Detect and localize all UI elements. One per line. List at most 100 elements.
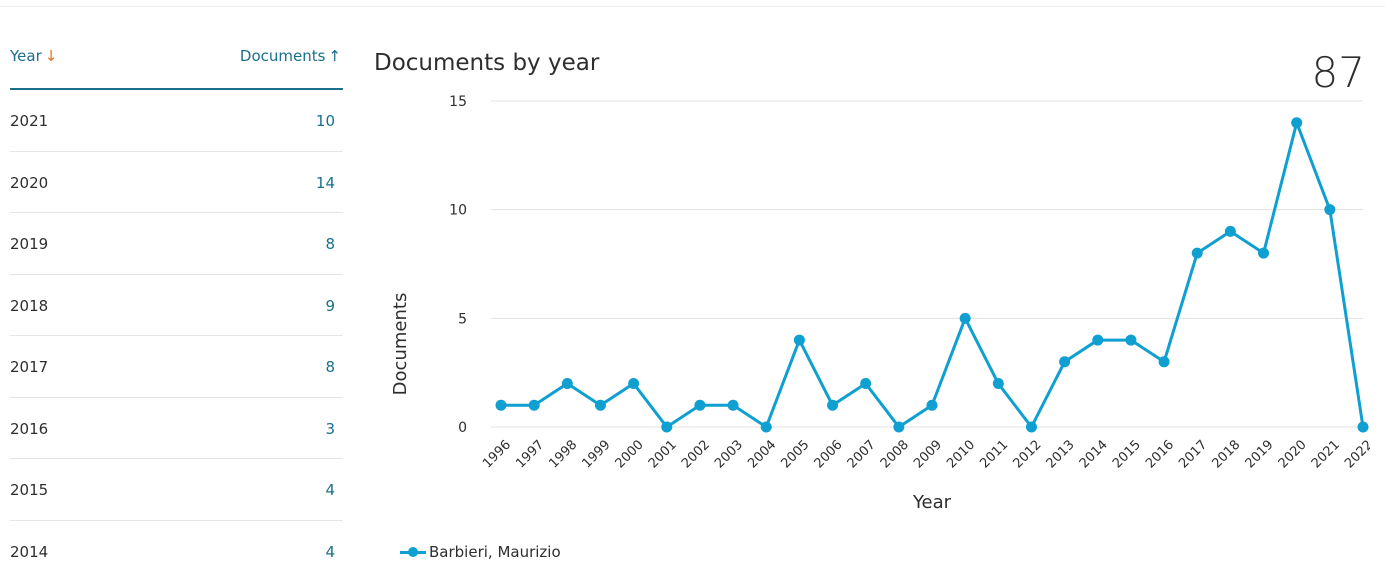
y-axis-label: Documents bbox=[390, 293, 411, 396]
table-row: 2020 14 bbox=[10, 152, 343, 214]
year-cell: 2017 bbox=[10, 358, 48, 376]
data-point[interactable] bbox=[1258, 248, 1269, 259]
data-point[interactable] bbox=[1059, 356, 1070, 367]
data-point[interactable] bbox=[728, 400, 739, 411]
x-tick-label: 2004 bbox=[745, 437, 779, 471]
data-point[interactable] bbox=[794, 335, 805, 346]
x-tick-label: 1997 bbox=[513, 437, 547, 471]
x-tick-label: 2021 bbox=[1309, 437, 1343, 471]
data-point[interactable] bbox=[661, 422, 672, 433]
data-point[interactable] bbox=[496, 400, 507, 411]
data-point[interactable] bbox=[761, 422, 772, 433]
x-tick-label: 1996 bbox=[480, 437, 514, 471]
data-point[interactable] bbox=[827, 400, 838, 411]
documents-count-link[interactable]: 8 bbox=[325, 235, 335, 253]
x-axis-label: Year bbox=[912, 492, 952, 513]
x-tick-label: 2001 bbox=[646, 437, 680, 471]
arrow-down-icon: ↓ bbox=[45, 47, 58, 65]
data-point[interactable] bbox=[694, 400, 705, 411]
table-body: 2021 10 2020 14 2019 8 2018 9 2017 8 201… bbox=[10, 90, 343, 582]
year-cell: 2019 bbox=[10, 235, 48, 253]
y-tick-label: 15 bbox=[449, 94, 467, 110]
documents-header-label: Documents bbox=[240, 47, 326, 65]
table-row: 2021 10 bbox=[10, 90, 343, 152]
year-column-header[interactable]: Year↓ bbox=[10, 47, 57, 65]
data-point[interactable] bbox=[1291, 117, 1302, 128]
series-points-layer bbox=[496, 117, 1369, 432]
documents-count-link[interactable]: 14 bbox=[316, 174, 335, 192]
documents-count-link[interactable]: 3 bbox=[325, 420, 335, 438]
data-point[interactable] bbox=[628, 378, 639, 389]
data-point[interactable] bbox=[562, 378, 573, 389]
year-header-label: Year bbox=[10, 47, 42, 65]
documents-count-link[interactable]: 4 bbox=[325, 543, 335, 561]
data-point[interactable] bbox=[1358, 422, 1369, 433]
year-cell: 2020 bbox=[10, 174, 48, 192]
y-tick-label: 10 bbox=[449, 203, 467, 219]
chart-title: Documents by year bbox=[374, 50, 599, 76]
legend-series-label: Barbieri, Maurizio bbox=[429, 543, 561, 561]
x-tick-label: 2002 bbox=[679, 437, 713, 471]
documents-count-link[interactable]: 8 bbox=[325, 358, 335, 376]
y-tick-label: 0 bbox=[458, 420, 467, 436]
x-tick-label: 2011 bbox=[977, 437, 1011, 471]
table-row: 2014 4 bbox=[10, 521, 343, 582]
data-point[interactable] bbox=[1225, 226, 1236, 237]
x-tick-label: 2007 bbox=[845, 437, 879, 471]
year-cell: 2014 bbox=[10, 543, 48, 561]
x-tick-label: 2010 bbox=[944, 437, 978, 471]
x-tick-label: 2018 bbox=[1209, 437, 1243, 471]
x-tick-label: 2009 bbox=[911, 437, 945, 471]
data-point[interactable] bbox=[893, 422, 904, 433]
data-point[interactable] bbox=[595, 400, 606, 411]
table-row: 2017 8 bbox=[10, 336, 343, 398]
x-tick-label: 2005 bbox=[778, 437, 812, 471]
x-tick-label: 2022 bbox=[1342, 437, 1370, 471]
grid-layer bbox=[491, 101, 1363, 427]
data-point[interactable] bbox=[860, 378, 871, 389]
table-header: Year↓ Documents↑ bbox=[10, 38, 343, 90]
x-tick-label: 1999 bbox=[580, 437, 614, 471]
table-row: 2015 4 bbox=[10, 459, 343, 521]
x-tick-label: 2015 bbox=[1110, 437, 1144, 471]
data-point[interactable] bbox=[1125, 335, 1136, 346]
x-tick-label: 2020 bbox=[1276, 437, 1310, 471]
x-tick-label: 1998 bbox=[546, 437, 580, 471]
table-row: 2019 8 bbox=[10, 213, 343, 275]
x-tick-label: 2013 bbox=[1044, 437, 1078, 471]
year-cell: 2015 bbox=[10, 481, 48, 499]
y-tick-labels: 0 5 10 15 bbox=[449, 94, 467, 436]
data-point[interactable] bbox=[1192, 248, 1203, 259]
table-row: 2016 3 bbox=[10, 398, 343, 460]
documents-count-link[interactable]: 10 bbox=[316, 112, 335, 130]
year-cell: 2018 bbox=[10, 297, 48, 315]
x-tick-label: 2017 bbox=[1176, 437, 1210, 471]
year-cell: 2021 bbox=[10, 112, 48, 130]
x-tick-label: 2006 bbox=[812, 437, 846, 471]
y-tick-label: 5 bbox=[458, 311, 467, 327]
documents-count-link[interactable]: 9 bbox=[325, 297, 335, 315]
data-point[interactable] bbox=[1026, 422, 1037, 433]
data-point[interactable] bbox=[1092, 335, 1103, 346]
arrow-up-icon: ↑ bbox=[328, 47, 341, 65]
documents-count-link[interactable]: 4 bbox=[325, 481, 335, 499]
x-tick-label: 2008 bbox=[878, 437, 912, 471]
chart-legend-item[interactable]: Barbieri, Maurizio bbox=[400, 541, 561, 563]
x-tick-label: 2019 bbox=[1243, 437, 1277, 471]
data-point[interactable] bbox=[960, 313, 971, 324]
x-tick-label: 2014 bbox=[1077, 437, 1111, 471]
data-point[interactable] bbox=[1159, 356, 1170, 367]
documents-column-header[interactable]: Documents↑ bbox=[240, 47, 341, 65]
data-point[interactable] bbox=[993, 378, 1004, 389]
documents-table: Year↓ Documents↑ 2021 10 2020 14 2019 8 … bbox=[10, 0, 343, 566]
x-tick-label: 2016 bbox=[1143, 437, 1177, 471]
year-cell: 2016 bbox=[10, 420, 48, 438]
table-row: 2018 9 bbox=[10, 275, 343, 337]
data-point[interactable] bbox=[529, 400, 540, 411]
x-tick-label: 2003 bbox=[712, 437, 746, 471]
data-point[interactable] bbox=[1324, 204, 1335, 215]
data-point[interactable] bbox=[927, 400, 938, 411]
x-tick-label: 2000 bbox=[613, 437, 647, 471]
